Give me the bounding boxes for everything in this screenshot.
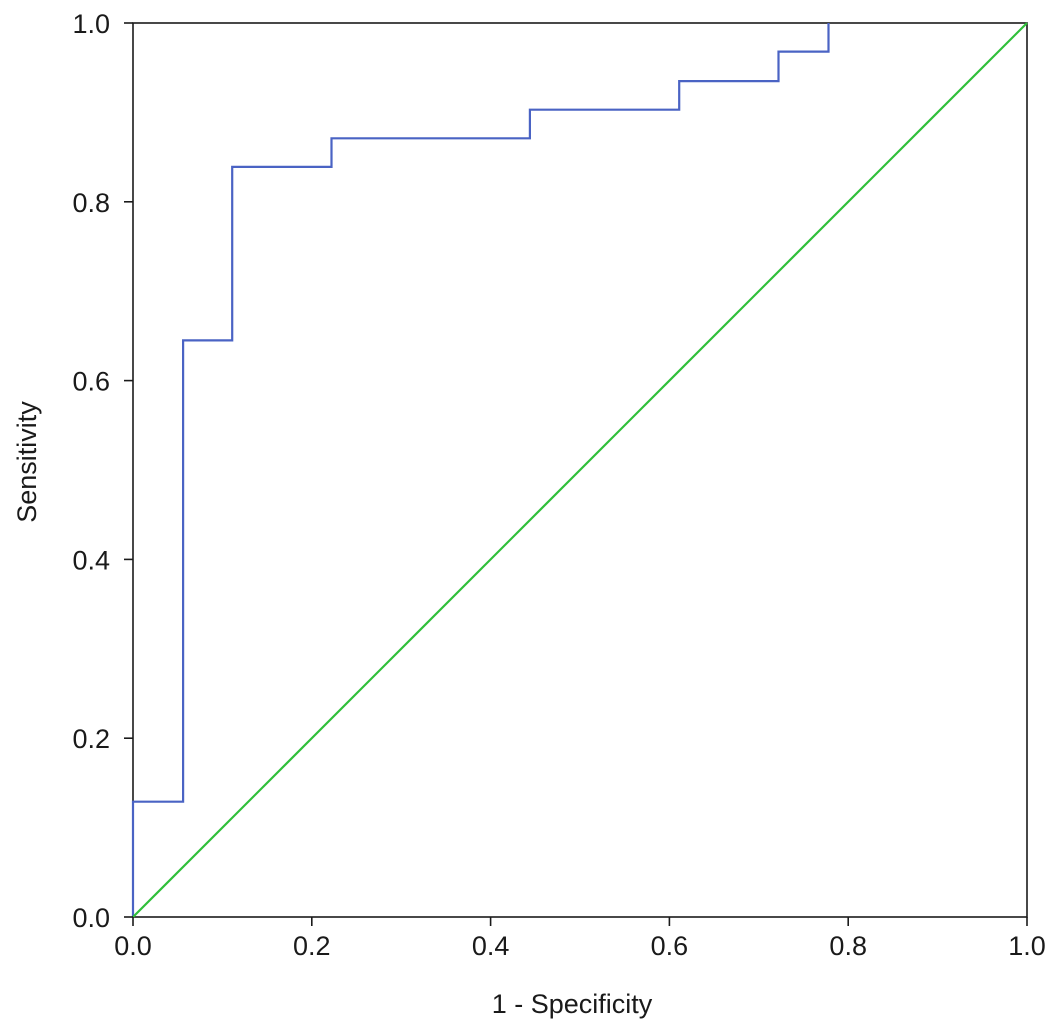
x-axis-title: 1 - Specificity: [492, 989, 653, 1019]
plot-area: [131, 22, 1028, 918]
roc-curve-line: [131, 23, 830, 917]
y-axis: 0.0 0.2 0.4 0.6 0.8 1.0: [72, 9, 133, 933]
y-tick-label: 0.8: [72, 188, 110, 218]
x-tick-label: 0.8: [829, 931, 867, 961]
x-tick-label: 0.4: [472, 931, 510, 961]
y-tick-label: 1.0: [72, 9, 110, 39]
y-tick-label: 0.0: [72, 903, 110, 933]
y-tick-label: 0.6: [72, 367, 110, 397]
y-tick-label: 0.4: [72, 545, 110, 575]
x-tick-label: 1.0: [1008, 931, 1046, 961]
y-tick-label: 0.2: [72, 724, 110, 754]
y-axis-title: Sensitivity: [12, 401, 42, 523]
reference-diagonal-line: [132, 22, 1028, 918]
x-tick-label: 0.2: [293, 931, 331, 961]
x-tick-label: 0.0: [114, 931, 152, 961]
x-tick-label: 0.6: [651, 931, 689, 961]
x-axis: 0.0 0.2 0.4 0.6 0.8 1.0: [114, 917, 1046, 961]
plot-frame: [132, 22, 1028, 918]
